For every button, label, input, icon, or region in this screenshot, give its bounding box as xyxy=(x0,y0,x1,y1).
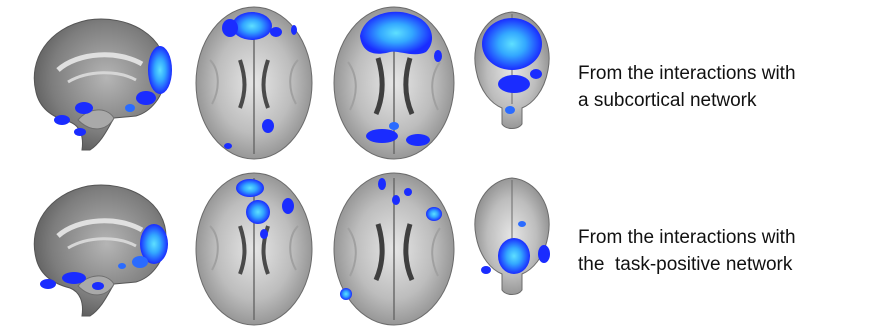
activation-blob xyxy=(260,229,268,239)
activation-blob xyxy=(434,50,442,62)
activation-blob xyxy=(538,245,550,263)
axial-brain-slice-inferior xyxy=(195,172,313,326)
activation-blob xyxy=(530,69,542,79)
sagittal-brain-slice xyxy=(33,18,172,151)
activation-blob xyxy=(360,11,433,55)
activation-blob xyxy=(518,221,526,227)
activation-blob xyxy=(378,178,386,190)
activation-blob xyxy=(270,27,282,37)
activation-blob xyxy=(136,91,156,105)
activation-blob xyxy=(118,263,126,269)
coronal-brain-slice xyxy=(474,11,550,129)
figure-row-task-positive: From the interactions with the task-posit… xyxy=(0,166,895,332)
activation-blob xyxy=(232,12,272,40)
figure-row-subcortical: From the interactions with a subcortical … xyxy=(33,6,796,160)
axial-brain-slice-inferior xyxy=(195,6,313,160)
activation-blob xyxy=(148,46,172,94)
activation-blob xyxy=(222,19,238,37)
activation-blob xyxy=(125,104,135,112)
activation-blob xyxy=(426,207,442,221)
caption-line: the task-positive network xyxy=(578,254,793,275)
caption-line: a subcortical network xyxy=(578,90,757,111)
activation-blob xyxy=(505,106,515,114)
activation-blob xyxy=(262,119,274,133)
activation-blob xyxy=(498,75,530,93)
activation-blob xyxy=(236,179,264,197)
caption-line: From the interactions with xyxy=(578,227,796,248)
activation-blob xyxy=(92,282,104,290)
activation-blob xyxy=(54,115,70,125)
activation-blob xyxy=(389,122,399,130)
caption-line: From the interactions with xyxy=(578,63,796,84)
coronal-brain-slice xyxy=(474,177,550,295)
activation-blob xyxy=(74,128,86,136)
activation-blob xyxy=(40,279,56,289)
activation-blob xyxy=(224,143,232,149)
activation-blob xyxy=(340,288,352,300)
row-caption: From the interactions with a subcortical … xyxy=(578,60,796,114)
activation-blob xyxy=(482,18,542,70)
activation-blob xyxy=(404,188,412,196)
axial-brain-slice-superior xyxy=(333,172,455,326)
row-caption: From the interactions with the task-posit… xyxy=(578,224,796,278)
activation-blob xyxy=(291,25,297,35)
activation-blob xyxy=(406,134,430,146)
activation-blob xyxy=(366,129,398,143)
activation-blob xyxy=(282,198,294,214)
activation-blob xyxy=(132,256,148,268)
activation-blob xyxy=(140,224,168,264)
activation-blob xyxy=(62,272,86,284)
axial-brain-slice-superior xyxy=(333,6,455,160)
activation-blob xyxy=(75,102,93,114)
activation-blob xyxy=(481,266,491,274)
activation-blob xyxy=(246,200,270,224)
activation-blob xyxy=(392,195,400,205)
activation-blob xyxy=(498,238,530,274)
sagittal-brain-slice xyxy=(33,184,168,317)
